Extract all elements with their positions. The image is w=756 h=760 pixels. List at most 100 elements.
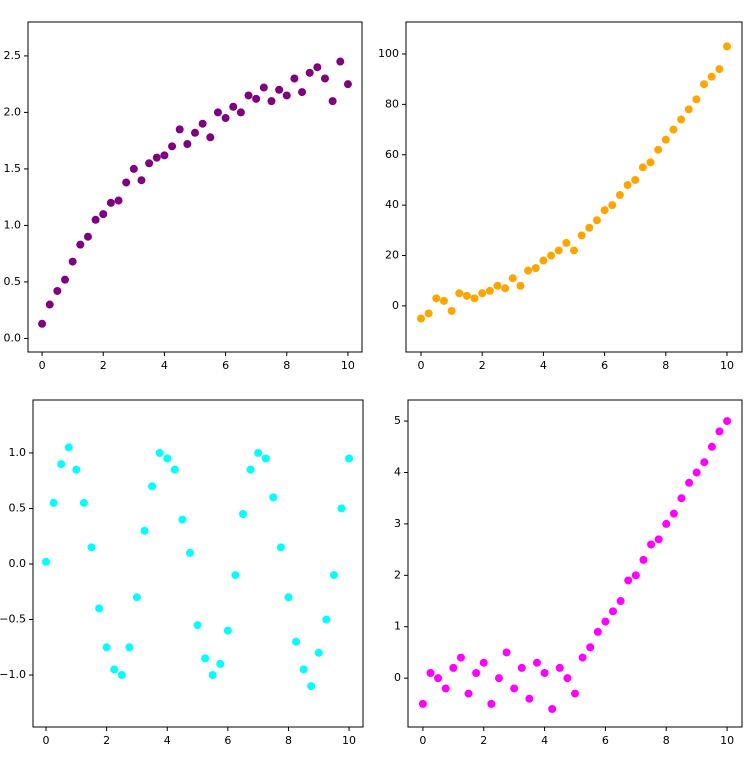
scatter-point <box>193 621 202 630</box>
scatter-point <box>307 682 316 691</box>
y-tick-label: 2 <box>394 568 401 581</box>
scatter-point <box>707 72 716 81</box>
scatter-point <box>525 694 534 703</box>
scatter-point <box>615 191 624 200</box>
scatter-point <box>201 654 210 663</box>
scatter-point <box>223 626 232 635</box>
scatter-point <box>677 115 686 124</box>
scatter-point <box>608 201 617 210</box>
scatter-point <box>455 289 464 298</box>
x-tick-label: 4 <box>541 734 548 747</box>
scatter-point <box>685 478 694 487</box>
scatter-point <box>168 142 177 151</box>
scatter-point <box>236 108 245 117</box>
scatter-point <box>715 427 724 436</box>
scatter-point <box>229 102 238 111</box>
scatter-point <box>269 493 278 502</box>
scatter-point <box>601 617 610 626</box>
y-tick-label: 1.5 <box>4 162 22 175</box>
y-tick-label: 2.0 <box>4 105 22 118</box>
scatter-point <box>692 95 701 104</box>
scatter-point <box>322 615 331 624</box>
y-tick-label: 2.5 <box>4 49 22 62</box>
scatter-point <box>623 180 632 189</box>
scatter-point <box>677 494 686 503</box>
scatter-point <box>494 674 503 683</box>
scatter-point <box>700 80 709 89</box>
x-tick-label: 2 <box>479 359 486 372</box>
scatter-point <box>83 232 92 241</box>
scatter-point <box>337 504 346 513</box>
scatter-point <box>61 275 70 284</box>
y-tick-label: −1.0 <box>0 668 26 681</box>
scatter-point <box>554 246 563 255</box>
x-tick-label: 6 <box>602 734 609 747</box>
scatter-point <box>585 223 594 232</box>
scatter-point <box>284 593 293 602</box>
scatter-point <box>102 643 111 652</box>
scatter-point <box>563 674 572 683</box>
y-tick-label: 0.5 <box>9 501 27 514</box>
scatter-point <box>155 448 164 457</box>
scatter-point <box>517 663 526 672</box>
scatter-point <box>290 74 299 83</box>
scatter-point <box>434 674 443 683</box>
scatter-point <box>183 140 192 149</box>
scatter-point <box>152 153 161 162</box>
scatter-point <box>555 663 564 672</box>
scatter-point <box>72 465 81 474</box>
scatter-point <box>502 648 511 657</box>
scatter-point <box>117 671 126 680</box>
scatter-point <box>42 557 51 566</box>
scatter-point <box>715 65 724 74</box>
scatter-point <box>125 643 134 652</box>
scatter-point <box>198 119 207 128</box>
scatter-point <box>639 555 648 564</box>
y-tick-label: −0.5 <box>0 613 26 626</box>
scatter-point <box>343 80 352 89</box>
scatter-point <box>470 294 479 303</box>
y-tick-label: 4 <box>394 465 401 478</box>
scatter-point <box>259 83 268 92</box>
scatter-point <box>593 627 602 636</box>
scatter-point <box>478 289 487 298</box>
scatter-point <box>129 164 138 173</box>
scatter-point <box>631 571 640 580</box>
scatter-point <box>336 57 345 66</box>
x-tick-label: 8 <box>283 359 290 372</box>
scatter-point <box>669 125 678 134</box>
x-tick-label: 6 <box>222 359 229 372</box>
scatter-point <box>485 286 494 295</box>
scatter-point <box>479 658 488 667</box>
scatter-point <box>424 309 433 318</box>
x-tick-label: 10 <box>720 734 734 747</box>
y-tick-label: 0.0 <box>4 331 22 344</box>
scatter-point <box>320 74 329 83</box>
x-tick-label: 2 <box>103 734 110 747</box>
scatter-point <box>261 454 270 463</box>
scatter-point <box>213 108 222 117</box>
scatter-point <box>216 659 225 668</box>
scatter-point <box>76 240 85 249</box>
scatter-point <box>175 125 184 134</box>
scatter-point <box>462 291 471 300</box>
scatter-point <box>132 593 141 602</box>
scatter-point <box>244 91 253 100</box>
scatter-point <box>547 251 556 260</box>
x-tick-label: 4 <box>540 359 547 372</box>
scatter-point <box>638 163 647 172</box>
y-tick-label: 40 <box>385 198 399 211</box>
scatter-point <box>456 653 465 662</box>
x-tick-label: 10 <box>342 734 356 747</box>
scatter-point <box>254 448 263 457</box>
y-tick-label: 0.5 <box>4 275 22 288</box>
scatter-point <box>516 281 525 290</box>
scatter-point <box>510 684 519 693</box>
scatter-point <box>38 319 47 328</box>
y-tick-label: 1.0 <box>4 218 22 231</box>
scatter-point <box>252 94 261 103</box>
x-tick-label: 10 <box>341 359 355 372</box>
scatter-point <box>185 548 194 557</box>
scatter-point <box>114 196 123 205</box>
scatter-point <box>654 145 663 154</box>
